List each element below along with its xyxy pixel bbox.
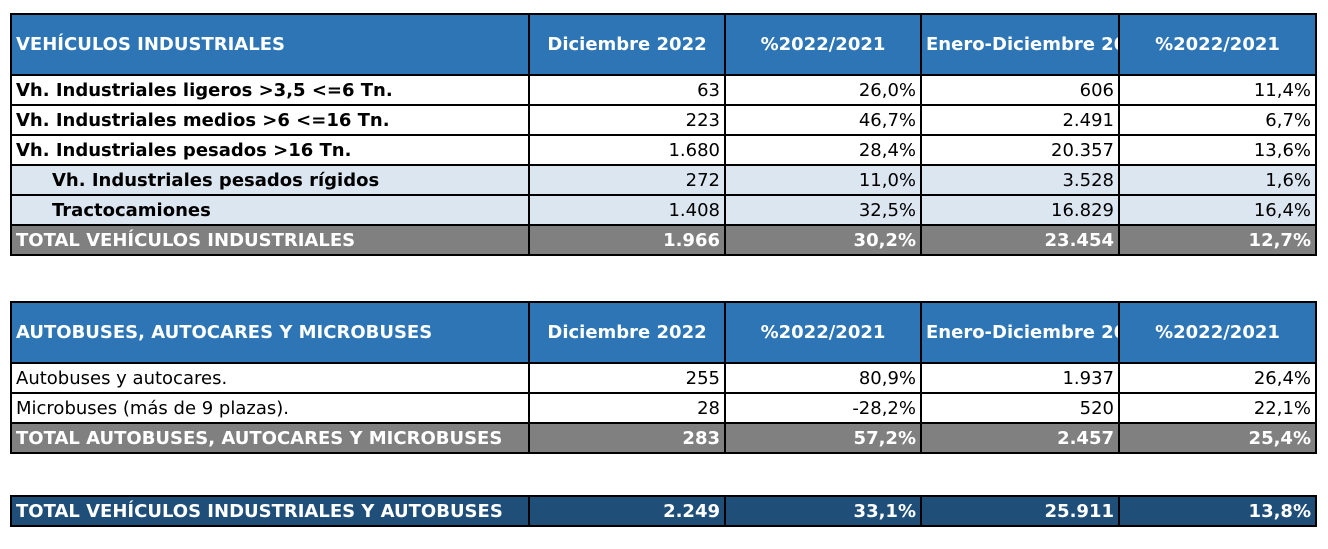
- cell-december: 223: [528, 104, 726, 136]
- cell-pct-december: 46,7%: [724, 104, 922, 136]
- header-december: Diciembre 2022: [528, 301, 726, 364]
- cell-pct-jan-dec: 13,6%: [1118, 134, 1317, 166]
- grand-total-row: TOTAL VEHÍCULOS INDUSTRIALES Y AUTOBUSES…: [10, 495, 1317, 527]
- total-pct-december: 30,2%: [724, 224, 922, 256]
- header-december: Diciembre 2022: [528, 13, 726, 76]
- total-pct-december: 57,2%: [724, 422, 922, 454]
- total-row: TOTAL AUTOBUSES, AUTOCARES Y MICROBUSES …: [10, 422, 1317, 454]
- cell-pct-december: 11,0%: [724, 164, 922, 196]
- cell-jan-dec: 606: [920, 74, 1120, 106]
- grand-total-pct-jan-dec: 13,8%: [1118, 495, 1317, 527]
- buses-table: AUTOBUSES, AUTOCARES Y MICROBUSES Diciem…: [10, 301, 1317, 454]
- table-row: Vh. Industriales ligeros >3,5 <=6 Tn. 63…: [10, 74, 1317, 106]
- table-row: Vh. Industriales pesados >16 Tn. 1.680 2…: [10, 134, 1317, 166]
- cell-pct-december: -28,2%: [724, 392, 922, 424]
- total-jan-dec: 2.457: [920, 422, 1120, 454]
- row-label: Vh. Industriales pesados rígidos: [10, 164, 530, 196]
- table-row: Autobuses y autocares. 255 80,9% 1.937 2…: [10, 362, 1317, 394]
- header-category: VEHÍCULOS INDUSTRIALES: [10, 13, 530, 76]
- table-row: Vh. Industriales medios >6 <=16 Tn. 223 …: [10, 104, 1317, 136]
- total-december: 283: [528, 422, 726, 454]
- table-row: Microbuses (más de 9 plazas). 28 -28,2% …: [10, 392, 1317, 424]
- row-label: Tractocamiones: [10, 194, 530, 226]
- total-label: TOTAL VEHÍCULOS INDUSTRIALES: [10, 224, 530, 256]
- table-row-sub: Tractocamiones 1.408 32,5% 16.829 16,4%: [10, 194, 1317, 226]
- header-pct-jan-dec: %2022/2021: [1118, 301, 1317, 364]
- total-pct-jan-dec: 12,7%: [1118, 224, 1317, 256]
- cell-jan-dec: 20.357: [920, 134, 1120, 166]
- row-label: Vh. Industriales pesados >16 Tn.: [10, 134, 530, 166]
- row-label: Vh. Industriales medios >6 <=16 Tn.: [10, 104, 530, 136]
- cell-jan-dec: 3.528: [920, 164, 1120, 196]
- total-jan-dec: 23.454: [920, 224, 1120, 256]
- total-december: 1.966: [528, 224, 726, 256]
- cell-pct-jan-dec: 6,7%: [1118, 104, 1317, 136]
- row-label: Autobuses y autocares.: [10, 362, 530, 394]
- cell-jan-dec: 520: [920, 392, 1120, 424]
- cell-pct-december: 80,9%: [724, 362, 922, 394]
- grand-total-jan-dec: 25.911: [920, 495, 1120, 527]
- header-pct-jan-dec: %2022/2021: [1118, 13, 1317, 76]
- header-pct-december: %2022/2021: [724, 13, 922, 76]
- table-header-row: AUTOBUSES, AUTOCARES Y MICROBUSES Diciem…: [10, 301, 1317, 364]
- cell-december: 255: [528, 362, 726, 394]
- cell-december: 1.408: [528, 194, 726, 226]
- grand-total-december: 2.249: [528, 495, 726, 527]
- cell-pct-jan-dec: 22,1%: [1118, 392, 1317, 424]
- header-pct-december: %2022/2021: [724, 301, 922, 364]
- grand-total-pct-december: 33,1%: [724, 495, 922, 527]
- grand-total-label: TOTAL VEHÍCULOS INDUSTRIALES Y AUTOBUSES: [10, 495, 530, 527]
- header-category: AUTOBUSES, AUTOCARES Y MICROBUSES: [10, 301, 530, 364]
- cell-december: 28: [528, 392, 726, 424]
- table-header-row: VEHÍCULOS INDUSTRIALES Diciembre 2022 %2…: [10, 13, 1317, 76]
- cell-december: 272: [528, 164, 726, 196]
- cell-pct-jan-dec: 26,4%: [1118, 362, 1317, 394]
- cell-pct-jan-dec: 1,6%: [1118, 164, 1317, 196]
- header-jan-dec: Enero-Diciembre 2022: [920, 301, 1120, 364]
- table-row-sub: Vh. Industriales pesados rígidos 272 11,…: [10, 164, 1317, 196]
- cell-jan-dec: 1.937: [920, 362, 1120, 394]
- industrial-vehicles-table: VEHÍCULOS INDUSTRIALES Diciembre 2022 %2…: [10, 13, 1317, 256]
- cell-pct-jan-dec: 16,4%: [1118, 194, 1317, 226]
- row-label: Microbuses (más de 9 plazas).: [10, 392, 530, 424]
- cell-december: 63: [528, 74, 726, 106]
- cell-pct-december: 32,5%: [724, 194, 922, 226]
- header-jan-dec: Enero-Diciembre 2022: [920, 13, 1120, 76]
- cell-pct-jan-dec: 11,4%: [1118, 74, 1317, 106]
- cell-pct-december: 28,4%: [724, 134, 922, 166]
- cell-jan-dec: 2.491: [920, 104, 1120, 136]
- total-label: TOTAL AUTOBUSES, AUTOCARES Y MICROBUSES: [10, 422, 530, 454]
- row-label: Vh. Industriales ligeros >3,5 <=6 Tn.: [10, 74, 530, 106]
- grand-total-table: TOTAL VEHÍCULOS INDUSTRIALES Y AUTOBUSES…: [10, 495, 1317, 527]
- cell-december: 1.680: [528, 134, 726, 166]
- total-pct-jan-dec: 25,4%: [1118, 422, 1317, 454]
- total-row: TOTAL VEHÍCULOS INDUSTRIALES 1.966 30,2%…: [10, 224, 1317, 256]
- cell-jan-dec: 16.829: [920, 194, 1120, 226]
- cell-pct-december: 26,0%: [724, 74, 922, 106]
